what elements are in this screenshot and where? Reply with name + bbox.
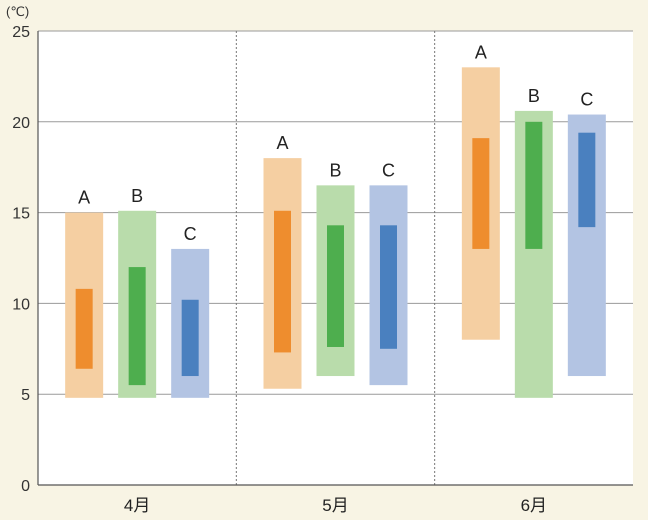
bar-B-inner bbox=[128, 267, 146, 386]
bar-A-inner bbox=[472, 138, 490, 249]
bar-C-inner bbox=[578, 132, 596, 228]
x-axis: 4月 5月 6月 bbox=[38, 484, 633, 515]
series-label-C: C bbox=[184, 224, 197, 244]
series-label-C: C bbox=[382, 160, 395, 180]
y-axis: 0 5 10 15 20 25 bbox=[12, 24, 39, 495]
y-tick-label: 5 bbox=[21, 387, 30, 404]
unit-label: (℃) bbox=[6, 4, 29, 19]
series-label-B: B bbox=[528, 86, 540, 106]
y-tick-label: 10 bbox=[12, 296, 30, 313]
series-label-B: B bbox=[131, 186, 143, 206]
bar-A-inner bbox=[75, 288, 93, 369]
bar-C-inner bbox=[181, 299, 199, 377]
series-label-B: B bbox=[329, 160, 341, 180]
bar-C-inner bbox=[380, 225, 397, 349]
bar-A-inner bbox=[274, 210, 291, 353]
y-tick-label: 25 bbox=[12, 24, 30, 41]
bars bbox=[65, 67, 606, 398]
series-labels: A A A B B B C C C bbox=[78, 42, 593, 244]
series-label-A: A bbox=[276, 133, 288, 153]
x-tick-label: 6月 bbox=[521, 496, 547, 515]
x-tick-label: 4月 bbox=[124, 496, 150, 515]
bar-B-inner bbox=[525, 121, 543, 249]
series-label-A: A bbox=[475, 42, 487, 62]
y-tick-label: 15 bbox=[12, 206, 30, 223]
y-tick-label: 20 bbox=[12, 115, 30, 132]
bar-B-inner bbox=[327, 225, 344, 347]
y-tick-label: 0 bbox=[21, 478, 30, 495]
x-tick-label: 5月 bbox=[322, 496, 348, 515]
series-label-C: C bbox=[580, 90, 593, 110]
series-label-A: A bbox=[78, 188, 90, 208]
